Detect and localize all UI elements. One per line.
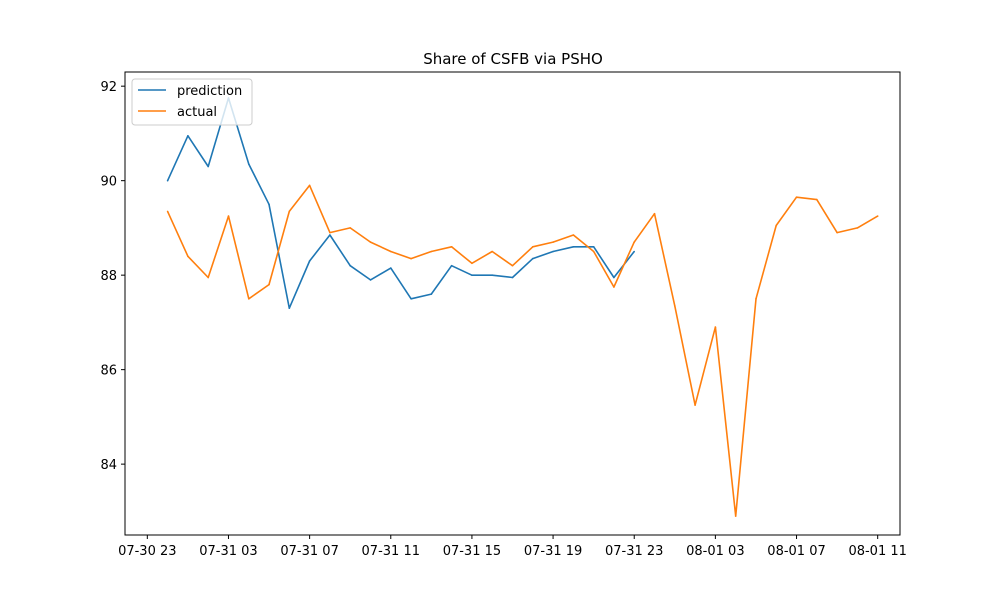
data-point-actual (187, 255, 189, 258)
data-point-prediction (491, 274, 494, 277)
data-point-actual (491, 250, 494, 253)
data-point-actual (390, 250, 392, 253)
data-point-actual (471, 262, 473, 265)
data-point-prediction (592, 246, 595, 248)
x-axis: 07-30 23 07-31 03 07-31 07 07-31 11 07-31 15… (118, 535, 907, 559)
legend-label-actual: actual (177, 105, 217, 120)
x-tick-label: 07-31 23 (605, 544, 663, 559)
y-tick-label: 86 (100, 364, 117, 379)
data-point-actual (674, 305, 676, 307)
x-tick-label: 07-31 15 (443, 544, 501, 559)
data-point-prediction (369, 279, 372, 281)
data-point-prediction (410, 298, 412, 300)
y-tick-label: 92 (100, 80, 117, 95)
plot-frame (124, 71, 901, 536)
data-point-actual (329, 231, 331, 234)
x-tick-label: 07-31 03 (199, 544, 257, 559)
data-point-actual (653, 212, 656, 215)
x-tick-label: 07-30 23 (118, 544, 176, 559)
data-point-prediction (552, 250, 554, 253)
y-tick-label: 84 (100, 458, 117, 473)
data-point-actual (836, 231, 838, 234)
data-point-prediction (207, 165, 209, 168)
data-point-prediction (248, 163, 250, 165)
data-point-prediction (450, 264, 453, 267)
data-point-actual (816, 198, 818, 201)
data-point-actual (532, 246, 534, 248)
data-point-prediction (430, 293, 433, 295)
data-point-actual (349, 227, 352, 229)
data-point-actual (511, 264, 514, 267)
data-point-actual (552, 241, 554, 243)
data-point-prediction (166, 179, 169, 182)
y-tick-label: 88 (100, 269, 117, 284)
legend-label-prediction: prediction (177, 84, 242, 99)
data-point-actual (755, 298, 757, 300)
data-point-prediction (633, 250, 635, 253)
series-line-actual (166, 184, 879, 517)
data-point-actual (714, 326, 717, 328)
data-point-actual (876, 215, 879, 217)
x-tick-label: 07-31 19 (524, 544, 582, 559)
data-point-prediction (187, 135, 189, 137)
data-point-actual (430, 250, 433, 253)
series-layer (166, 97, 879, 517)
y-tick-label: 90 (100, 175, 117, 190)
data-point-actual (613, 286, 615, 288)
data-point-actual (734, 515, 737, 517)
data-point-actual (308, 184, 311, 187)
data-point-prediction (349, 264, 352, 267)
data-point-actual (166, 210, 169, 213)
data-point-actual (795, 196, 798, 198)
data-point-actual (572, 234, 575, 236)
data-point-prediction (572, 246, 575, 248)
x-tick-label: 08-01 07 (767, 544, 825, 559)
y-axis: 84 86 88 90 92 (100, 80, 125, 473)
data-point-actual (369, 241, 372, 243)
data-point-actual (288, 210, 291, 213)
data-point-prediction (390, 267, 392, 269)
data-point-actual (227, 215, 230, 217)
series-line-prediction (166, 97, 635, 310)
data-point-actual (633, 241, 635, 243)
x-tick-label: 07-31 07 (280, 544, 338, 559)
chart-title: Share of CSFB via PSHO (423, 50, 603, 68)
x-tick-label: 07-31 11 (362, 544, 420, 559)
data-point-prediction (471, 274, 473, 277)
plot-area (125, 72, 900, 535)
data-point-prediction (288, 307, 291, 310)
data-point-prediction (329, 234, 331, 236)
data-point-actual (856, 227, 859, 229)
data-point-prediction (268, 203, 270, 206)
data-point-prediction (308, 260, 311, 262)
x-tick-label: 08-01 11 (848, 544, 906, 559)
data-point-actual (592, 250, 595, 253)
data-point-actual (268, 283, 270, 286)
data-point-actual (248, 298, 250, 300)
legend: prediction actual (131, 78, 253, 126)
data-point-actual (207, 276, 209, 279)
data-point-prediction (532, 257, 534, 260)
x-tick-label: 08-01 03 (686, 544, 744, 559)
data-point-actual (694, 404, 696, 406)
data-point-prediction (511, 276, 514, 279)
data-point-actual (775, 224, 777, 227)
data-point-prediction (613, 276, 615, 279)
data-point-actual (450, 246, 453, 248)
data-point-actual (410, 257, 412, 260)
